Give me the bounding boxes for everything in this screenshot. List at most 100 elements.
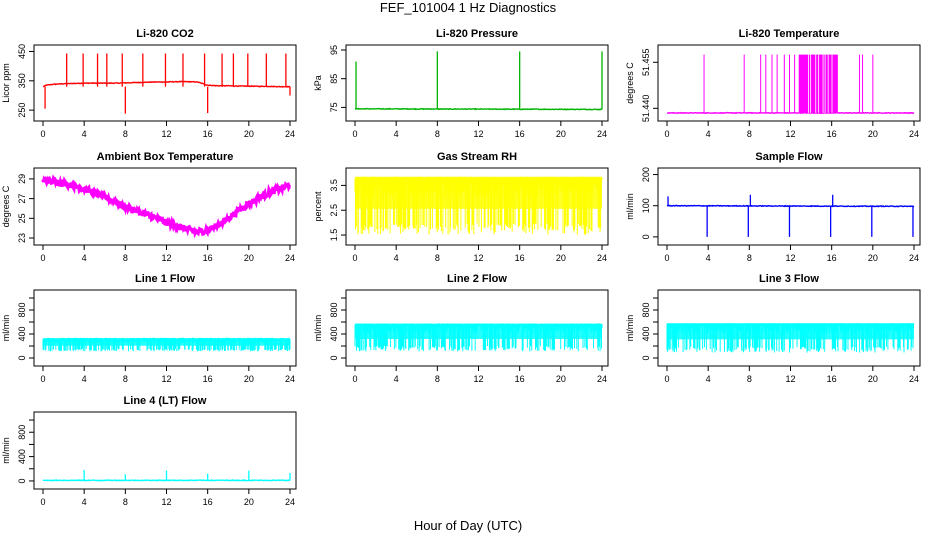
- x-tick-label: 4: [394, 129, 399, 139]
- y-tick-label: 95: [329, 45, 339, 55]
- series-line-1: [355, 323, 603, 326]
- x-tick-label: 16: [203, 129, 213, 139]
- series-line-1: [42, 337, 291, 341]
- data-area: [42, 469, 291, 482]
- chart-panel-2: Li-820 Pressure kPa 0 4 8 12 16 20 24 75 85 95: [313, 28, 609, 139]
- data-area: [354, 176, 603, 235]
- y-tick-label: 27: [17, 194, 27, 204]
- x-tick-label: 8: [123, 129, 128, 139]
- chart-panel-10: Line 4 (LT) Flow ml/min 0 4 8 12 16 20 24 0 400 800: [1, 395, 297, 507]
- data-area: [666, 194, 915, 237]
- y-tick-label: 2.5: [329, 204, 339, 217]
- x-tick-label: 8: [435, 374, 440, 384]
- y-axis-label: ml/min: [1, 437, 11, 464]
- x-tick-label: 8: [747, 253, 752, 263]
- x-tick-label: 20: [244, 129, 254, 139]
- x-tick-label: 4: [394, 253, 399, 263]
- x-tick-label: 20: [556, 253, 566, 263]
- panel-title: Li-820 Pressure: [436, 28, 518, 40]
- y-tick-label: 100: [641, 198, 651, 213]
- y-tick-label: 800: [329, 302, 339, 317]
- x-tick-label: 24: [285, 129, 295, 139]
- x-tick-label: 8: [435, 129, 440, 139]
- x-tick-label: 4: [82, 497, 87, 507]
- x-tick-label: 8: [747, 129, 752, 139]
- x-tick-label: 0: [664, 129, 669, 139]
- y-tick-label: 450: [17, 44, 27, 59]
- chart-panel-6: Sample Flow ml/min 0 4 8 12 16 20 24 0 100 200: [625, 151, 921, 263]
- x-tick-label: 4: [706, 129, 711, 139]
- plot-frame: [345, 289, 609, 367]
- x-tick-label: 8: [747, 374, 752, 384]
- x-tick-label: 20: [244, 253, 254, 263]
- data-area: [42, 337, 291, 352]
- y-tick-label: 400: [329, 326, 339, 341]
- x-tick-label: 16: [203, 497, 213, 507]
- series-band-fill: [355, 323, 602, 339]
- x-tick-label: 16: [827, 374, 837, 384]
- x-tick-label: 24: [285, 253, 295, 263]
- y-tick-label: 23: [17, 233, 27, 243]
- x-tick-label: 12: [161, 129, 171, 139]
- x-tick-label: 4: [706, 253, 711, 263]
- chart-panel-5: Gas Stream RH percent 0 4 8 12 16 20 24 1.5 2.5 3.5: [313, 151, 609, 263]
- plot-frame: [657, 44, 921, 122]
- y-tick-label: 51.440: [641, 95, 651, 123]
- data-area: [667, 54, 915, 115]
- series-line-1: [41, 174, 292, 239]
- panel-title: Line 3 Flow: [759, 273, 819, 285]
- x-tick-label: 16: [515, 129, 525, 139]
- series-line-1: [354, 181, 603, 185]
- plot-frame: [33, 289, 297, 367]
- data-area: [42, 53, 291, 114]
- chart-panel-7: Line 1 Flow ml/min 0 4 8 12 16 20 24 0 400 800: [1, 273, 297, 384]
- y-tick-label: 350: [17, 73, 27, 88]
- y-tick-label: 0: [641, 355, 651, 360]
- x-tick-label: 4: [706, 374, 711, 384]
- data-area: [41, 174, 292, 239]
- y-tick-label: 0: [329, 355, 339, 360]
- series-line-1: [354, 107, 603, 111]
- x-tick-label: 20: [868, 374, 878, 384]
- plot-frame: [657, 167, 921, 246]
- chart-panel-1: Li-820 CO2 Licor ppm 0 4 8 12 16 20 24 250 350 450: [1, 28, 297, 139]
- x-tick-label: 12: [161, 374, 171, 384]
- y-tick-label: 800: [641, 302, 651, 317]
- panel-title: Gas Stream RH: [437, 151, 517, 163]
- x-tick-label: 12: [785, 129, 795, 139]
- y-tick-label: 400: [641, 326, 651, 341]
- x-tick-label: 0: [40, 129, 45, 139]
- y-axis-label: ml/min: [625, 193, 635, 220]
- y-tick-label: 400: [17, 449, 27, 464]
- y-tick-label: 3.5: [329, 179, 339, 192]
- x-tick-label: 20: [868, 129, 878, 139]
- panel-title: Sample Flow: [755, 151, 823, 163]
- x-tick-label: 24: [597, 129, 607, 139]
- series-line-1: [666, 323, 915, 326]
- series-band-fill: [43, 338, 290, 346]
- panel-title: Line 1 Flow: [135, 273, 195, 285]
- x-tick-label: 24: [597, 253, 607, 263]
- panel-title: Line 4 (LT) Flow: [124, 395, 207, 407]
- y-tick-label: 0: [17, 355, 27, 360]
- x-tick-label: 0: [352, 374, 357, 384]
- series-band-fill: [355, 176, 602, 209]
- y-tick-label: 25: [17, 213, 27, 223]
- y-tick-label: 0: [17, 478, 27, 483]
- x-tick-label: 16: [515, 374, 525, 384]
- chart-panel-8: Line 2 Flow ml/min 0 4 8 12 16 20 24 0 400 800: [313, 273, 609, 384]
- y-tick-label: 250: [17, 103, 27, 118]
- x-tick-label: 12: [473, 253, 483, 263]
- x-tick-label: 12: [785, 253, 795, 263]
- series-line-1: [666, 204, 915, 208]
- y-axis-label: degrees C: [1, 185, 11, 227]
- y-axis-label: Licor ppm: [1, 63, 11, 103]
- y-tick-label: 1.5: [329, 229, 339, 242]
- x-tick-label: 16: [203, 253, 213, 263]
- data-area: [354, 51, 603, 111]
- y-tick-label: 0: [641, 234, 651, 239]
- x-tick-label: 24: [909, 374, 919, 384]
- x-tick-label: 20: [244, 497, 254, 507]
- x-tick-label: 12: [161, 253, 171, 263]
